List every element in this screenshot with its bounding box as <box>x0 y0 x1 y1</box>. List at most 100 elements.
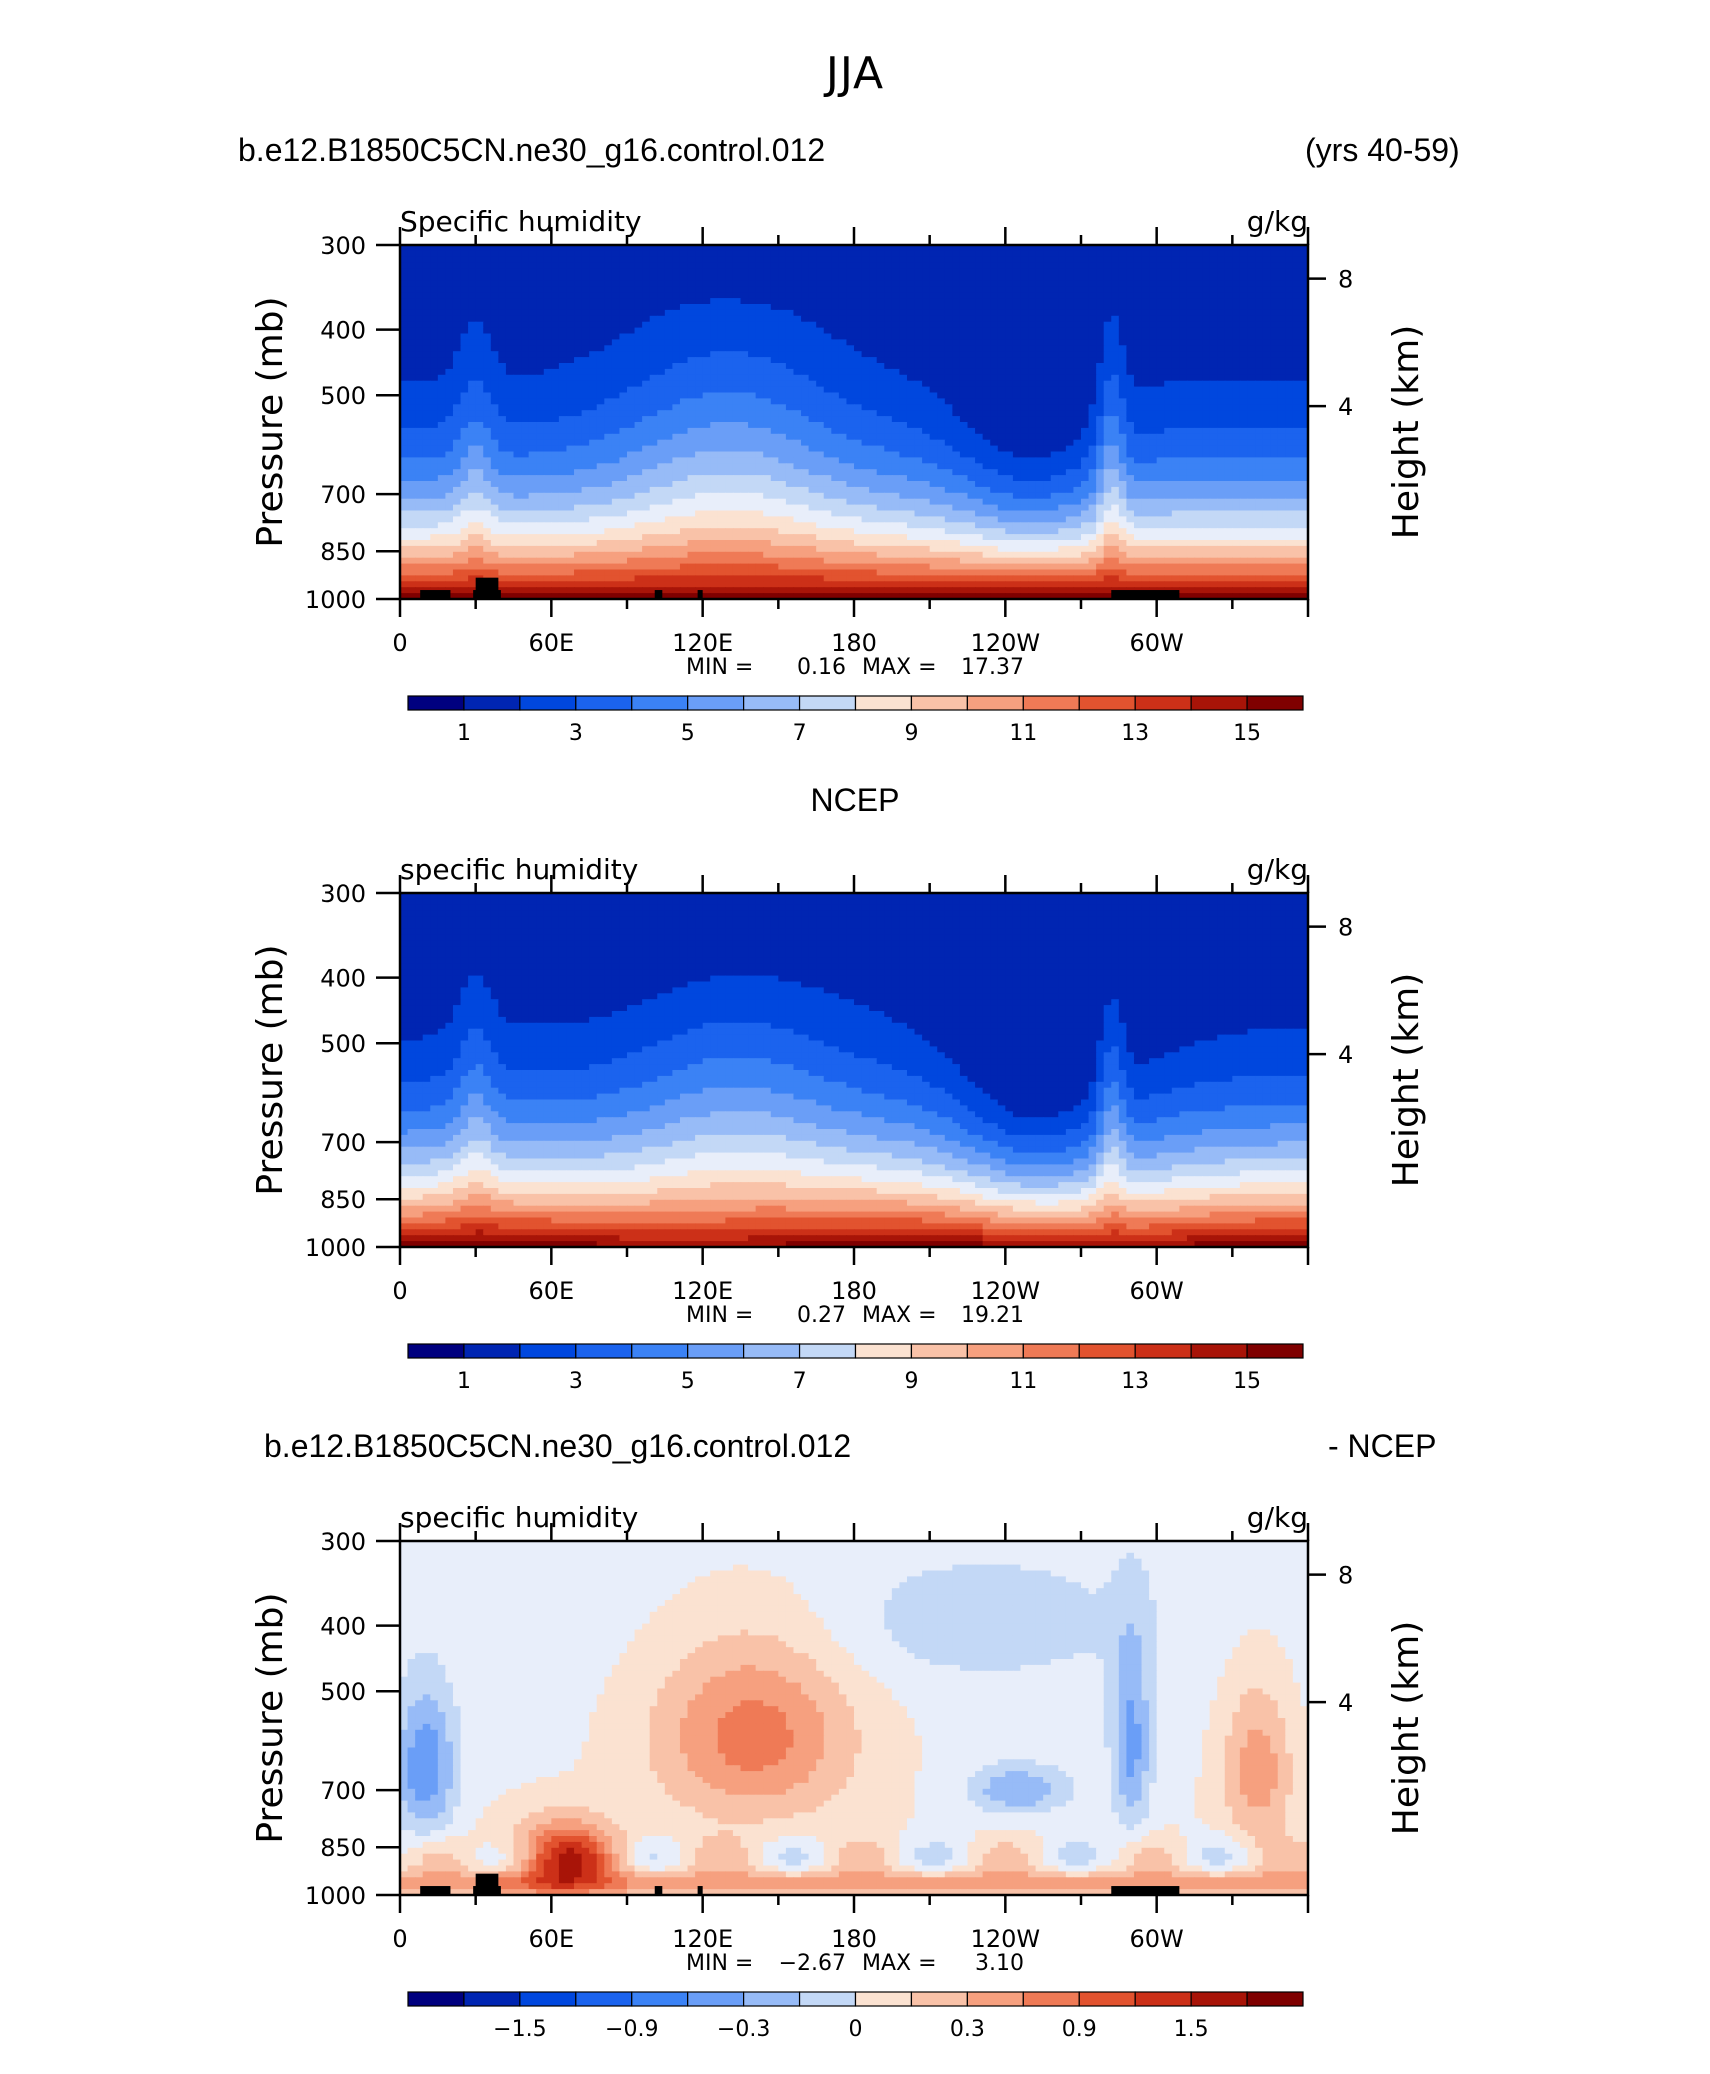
contour-cell <box>960 369 968 376</box>
contour-cell <box>922 446 930 453</box>
contour-cell <box>566 434 574 441</box>
contour-cell <box>1225 334 1233 341</box>
contour-cell <box>1051 481 1059 488</box>
contour-cell <box>1172 410 1180 417</box>
contour-cell <box>476 475 484 482</box>
contour-cell <box>1157 457 1165 464</box>
contour-cell <box>1119 280 1127 287</box>
contour-cell <box>824 292 832 299</box>
contour-cell <box>733 434 741 441</box>
contour-cell <box>846 446 854 453</box>
contour-cell <box>877 334 885 341</box>
contour-cell <box>771 280 779 287</box>
contour-cell <box>1111 404 1119 411</box>
contour-cell <box>718 322 726 329</box>
contour-cell <box>710 363 718 370</box>
contour-cell <box>778 487 786 494</box>
contour-cell <box>1149 404 1157 411</box>
contour-cell <box>1247 375 1255 382</box>
contour-cell <box>551 422 559 429</box>
contour-cell <box>975 422 983 429</box>
contour-cell <box>604 310 612 317</box>
contour-cell <box>657 316 665 323</box>
contour-cell <box>483 310 491 317</box>
contour-cell <box>990 275 998 282</box>
contour-cell <box>514 334 522 341</box>
contour-cell <box>1202 416 1210 423</box>
contour-cell <box>438 363 446 370</box>
contour-cell <box>665 275 673 282</box>
contour-cell <box>1096 469 1104 476</box>
contour-cell <box>725 428 733 435</box>
contour-cell <box>1051 286 1059 293</box>
contour-cell <box>408 357 416 364</box>
contour-cell <box>506 328 514 335</box>
contour-cell <box>1013 280 1021 287</box>
contour-cell <box>937 257 945 264</box>
contour-cell <box>930 463 938 470</box>
contour-cell <box>975 457 983 464</box>
contour-cell <box>801 463 809 470</box>
contour-cell <box>1051 416 1059 423</box>
contour-cell <box>839 434 847 441</box>
contour-cell <box>741 463 749 470</box>
contour-cell <box>665 469 673 476</box>
contour-cell <box>983 481 991 488</box>
contour-cell <box>453 345 461 352</box>
contour-cell <box>672 275 680 282</box>
contour-cell <box>1126 334 1134 341</box>
contour-cell <box>1240 363 1248 370</box>
contour-cell <box>756 446 764 453</box>
contour-cell <box>1225 280 1233 287</box>
contour-cell <box>1051 351 1059 358</box>
contour-cell <box>892 457 900 464</box>
contour-cell <box>945 280 953 287</box>
contour-cell <box>710 345 718 352</box>
contour-cell <box>748 469 756 476</box>
contour-cell <box>657 387 665 394</box>
contour-cell <box>945 316 953 323</box>
contour-cell <box>408 440 416 447</box>
contour-cell <box>1247 398 1255 405</box>
contour-cell <box>1028 269 1036 276</box>
contour-cell <box>945 357 953 364</box>
contour-cell <box>1217 334 1225 341</box>
contour-cell <box>529 316 537 323</box>
contour-cell <box>1005 339 1013 346</box>
contour-cell <box>915 304 923 311</box>
contour-cell <box>1119 351 1127 358</box>
contour-cell <box>831 393 839 400</box>
contour-cell <box>1285 286 1293 293</box>
contour-cell <box>854 375 862 382</box>
contour-cell <box>763 275 771 282</box>
contour-cell <box>1157 363 1165 370</box>
contour-cell <box>521 428 529 435</box>
contour-cell <box>597 387 605 394</box>
contour-cell <box>877 269 885 276</box>
contour-cell <box>627 381 635 388</box>
contour-cell <box>1142 475 1150 482</box>
contour-cell <box>1217 269 1225 276</box>
contour-cell <box>635 475 643 482</box>
contour-cell <box>983 251 991 258</box>
contour-cell <box>1278 428 1286 435</box>
contour-cell <box>529 487 537 494</box>
contour-cell <box>657 339 665 346</box>
contour-cell <box>1217 475 1225 482</box>
contour-cell <box>869 463 877 470</box>
contour-cell <box>1195 475 1203 482</box>
contour-cell <box>1285 316 1293 323</box>
contour-cell <box>1066 298 1074 305</box>
contour-cell <box>1005 428 1013 435</box>
contour-cell <box>1111 469 1119 476</box>
contour-cell <box>793 292 801 299</box>
contour-cell <box>461 440 469 447</box>
contour-cell <box>423 316 431 323</box>
contour-cell <box>960 404 968 411</box>
contour-cell <box>582 251 590 258</box>
contour-cell <box>612 257 620 264</box>
contour-cell <box>559 457 567 464</box>
contour-cell <box>718 369 726 376</box>
contour-cell <box>665 452 673 459</box>
contour-cell <box>619 357 627 364</box>
